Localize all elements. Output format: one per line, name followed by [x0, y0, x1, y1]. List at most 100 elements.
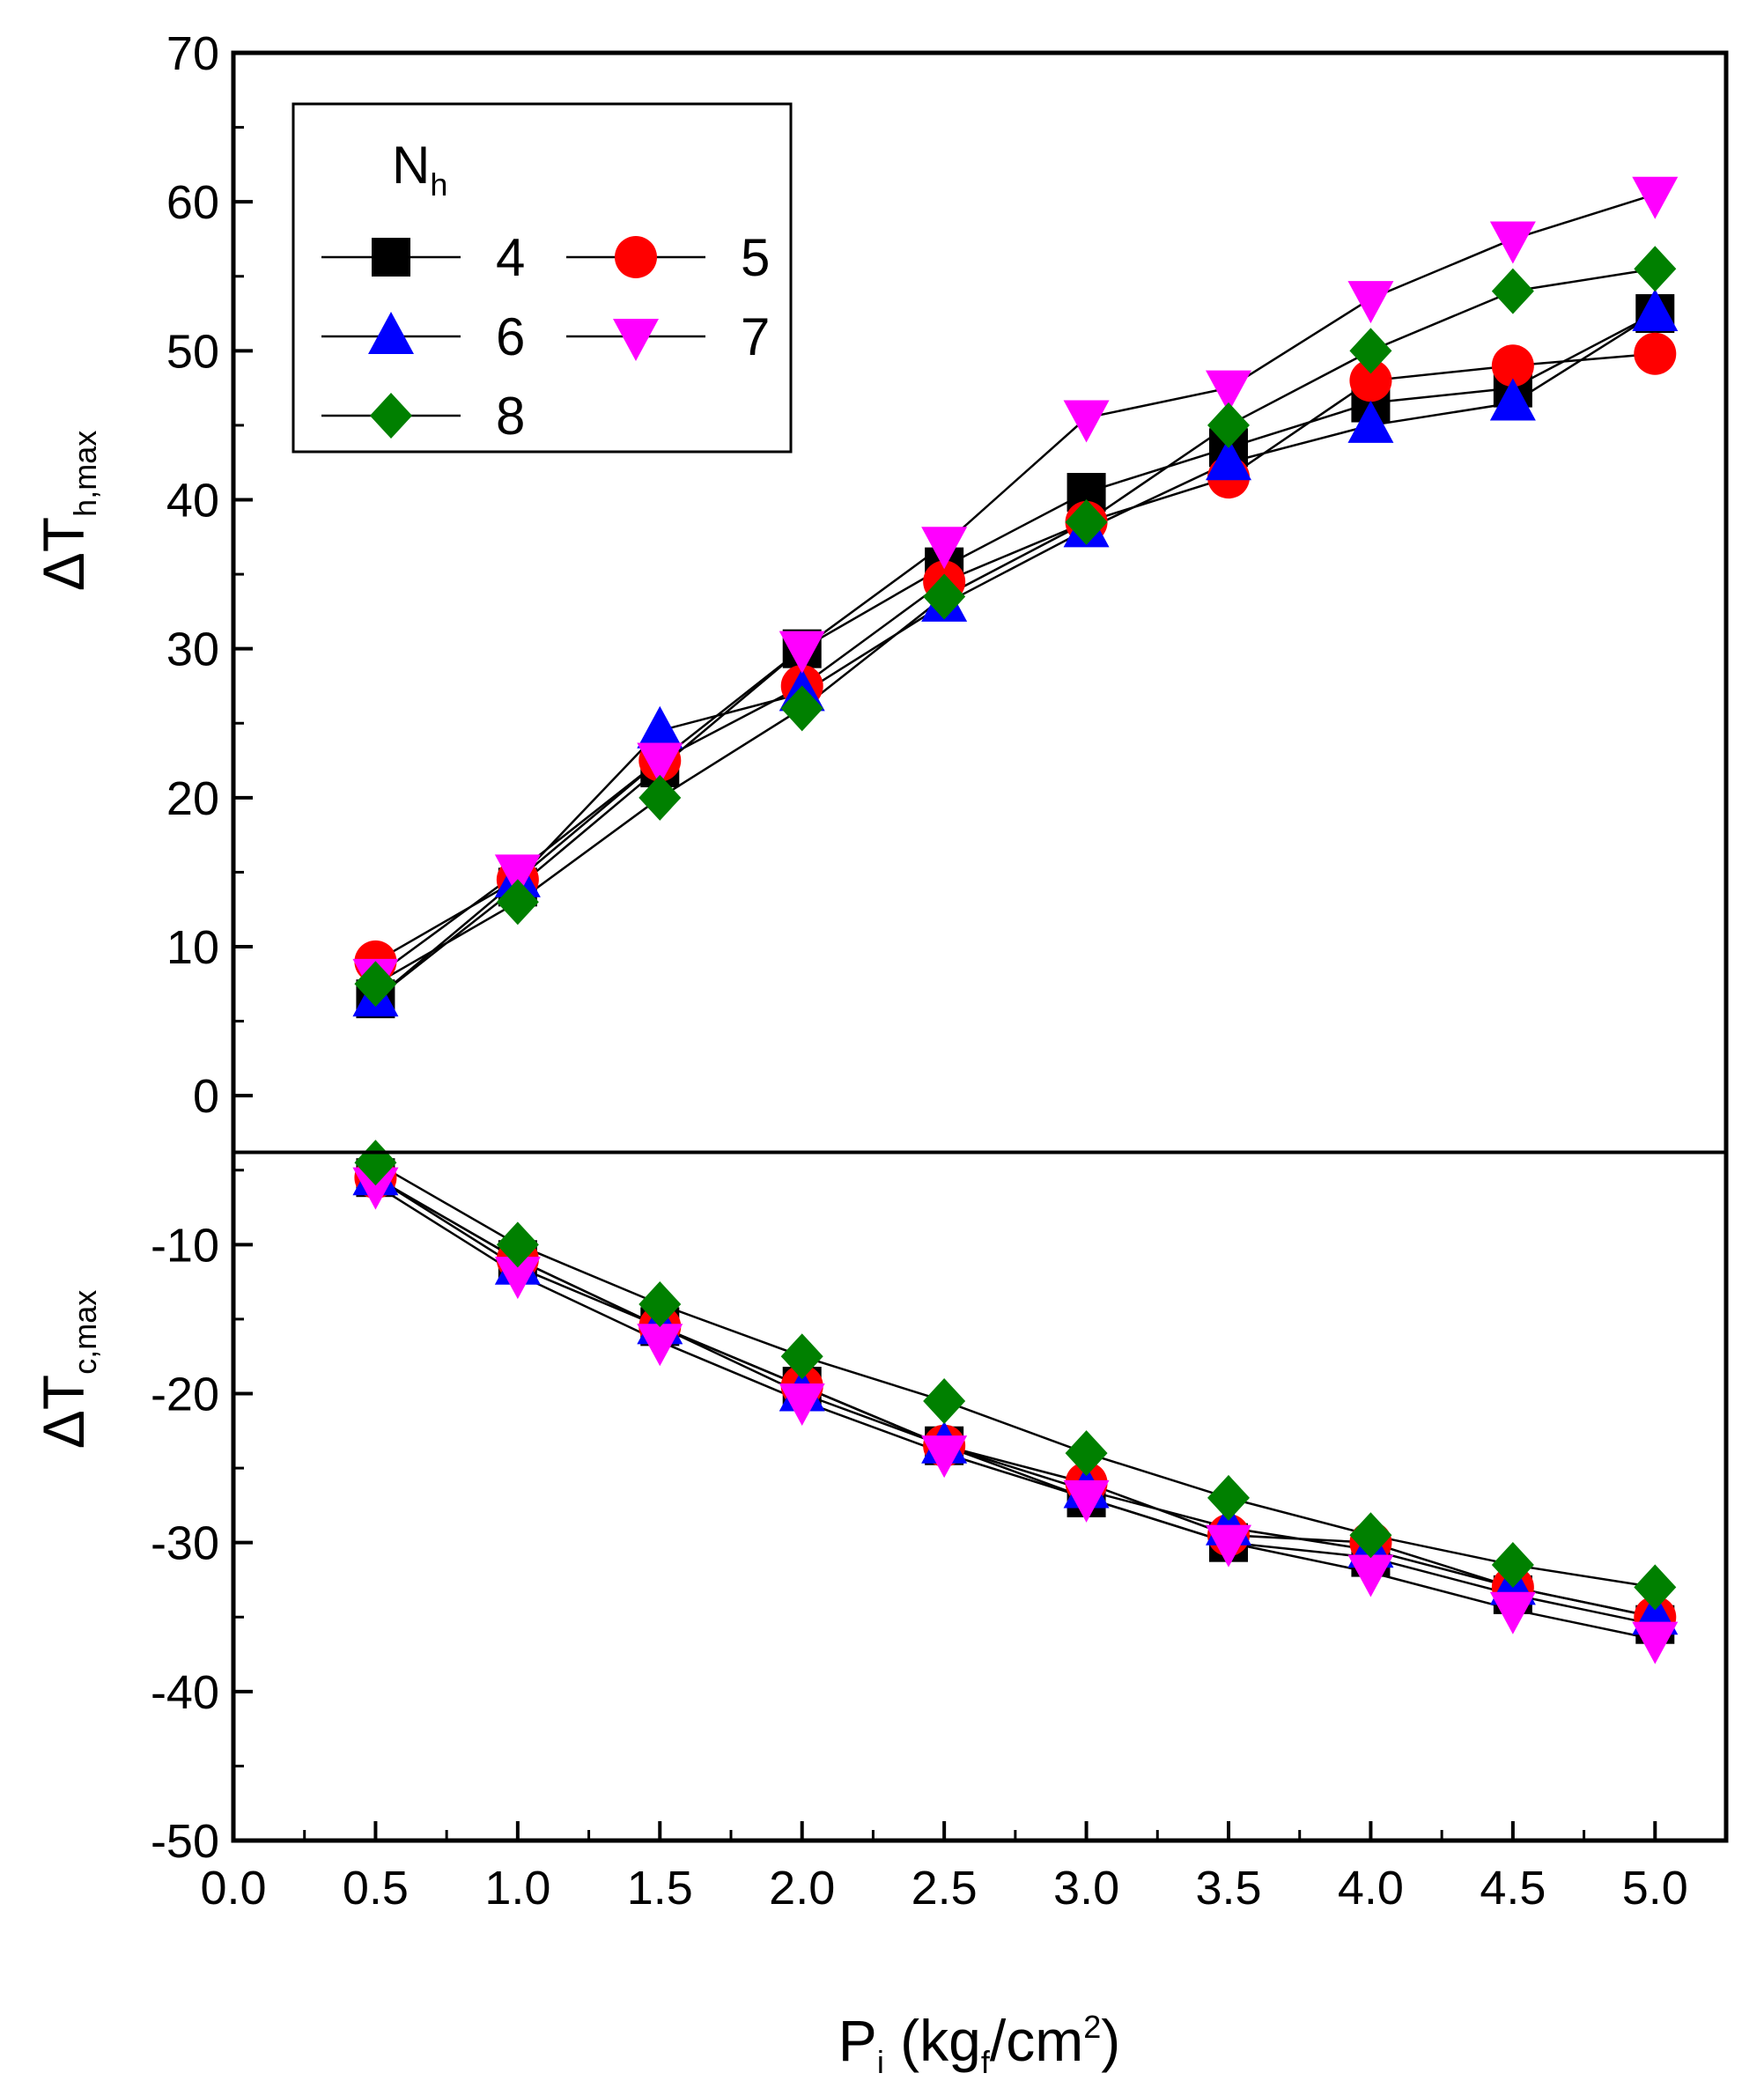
series-4-hot-line [374, 312, 1656, 1000]
y-axis-title-cold: ΔTc,max [31, 1290, 103, 1449]
series-5-hot-point [1491, 344, 1534, 387]
series-8-cold-point [1207, 1474, 1250, 1521]
legend-label-7: 7 [741, 307, 770, 366]
y-tick-label: -50 [151, 1815, 219, 1868]
series-8-cold-point [1634, 1564, 1677, 1611]
series-8-cold-point [638, 1281, 682, 1327]
series-8-cold-point [1065, 1430, 1108, 1477]
legend-label-8: 8 [496, 387, 525, 446]
series-7-hot-line [374, 193, 1656, 978]
x-tick-label: 0.5 [343, 1862, 409, 1915]
legend-label-6: 6 [496, 307, 525, 366]
series-markers [352, 176, 1679, 1664]
series-5-cold-line [374, 1177, 1656, 1619]
y-tick-label: -20 [151, 1369, 219, 1421]
x-tick-label: 5.0 [1622, 1862, 1688, 1915]
series-7-hot-point [1347, 281, 1394, 324]
series-8-hot-point [1349, 328, 1392, 374]
series-7-hot-point [1063, 400, 1110, 443]
legend-marker-7 [613, 319, 659, 361]
legend-marker-8 [370, 393, 412, 439]
series-7-cold-point [1063, 1479, 1110, 1523]
x-tick-label: 4.5 [1480, 1862, 1546, 1915]
legend-label-5: 5 [741, 228, 770, 287]
legend-marker-6 [368, 312, 414, 354]
series-8-hot-line [374, 268, 1656, 985]
legend-title: Nh [392, 136, 447, 203]
series-7-hot-point [1489, 221, 1536, 264]
series-7-cold-point [494, 1257, 541, 1300]
series-7-cold-point [1489, 1591, 1536, 1634]
y-tick-label: 0 [193, 1070, 219, 1123]
y-tick-label: -30 [151, 1517, 219, 1570]
y-tick-label: -40 [151, 1666, 219, 1719]
y-tick-label: 10 [166, 921, 219, 974]
series-7-cold-point [637, 1324, 683, 1367]
y-tick-label: 70 [166, 27, 219, 80]
legend-label-4: 4 [496, 228, 525, 287]
series-7-hot-point [637, 742, 683, 786]
x-axis-ticks: 0.0 0.5 1.0 1.5 2.0 2.5 3.0 3.5 4.0 4.5 5.0 [200, 1821, 1688, 1915]
x-tick-label: 1.5 [627, 1862, 693, 1915]
y-axis-ticks: -50 -40 -30 -20 -10 0 10 20 30 40 50 60 70 [151, 27, 253, 1868]
x-tick-label: 2.5 [912, 1862, 978, 1915]
x-tick-label: 1.0 [484, 1862, 550, 1915]
series-7-hot-point [779, 631, 825, 674]
x-tick-label: 3.0 [1053, 1862, 1119, 1915]
series-7-cold-point [1206, 1524, 1251, 1568]
y-tick-label: 30 [166, 623, 219, 676]
series-8-hot-point [1634, 246, 1677, 292]
y-tick-label: 20 [166, 772, 219, 825]
series-8-cold-line [374, 1162, 1656, 1589]
x-tick-label: 2.0 [769, 1862, 835, 1915]
series-8-cold-point [1491, 1542, 1534, 1589]
series-7-cold-point [1347, 1554, 1394, 1597]
series-6-hot-point [1489, 378, 1536, 421]
series-6-hot-point [1632, 289, 1679, 332]
legend-marker-4 [372, 238, 410, 277]
series-8-cold-point [496, 1221, 539, 1268]
series-8-hot-point [780, 685, 823, 732]
x-tick-label: 4.0 [1338, 1862, 1404, 1915]
y-tick-label: -10 [151, 1219, 219, 1272]
series-7-cold-point [921, 1435, 968, 1479]
series-8-hot-point [496, 879, 539, 926]
series-6-hot-line [374, 312, 1656, 1000]
y-axis-title-hot: ΔTh,max [31, 431, 103, 591]
series-7-cold-point [1632, 1621, 1679, 1664]
series-8-hot-point [638, 774, 682, 821]
legend-entries: 4 5 6 7 8 [321, 228, 770, 446]
series-5-hot-point [1349, 359, 1392, 402]
x-tick-label: 3.5 [1195, 1862, 1261, 1915]
series-7-cold-point [352, 1167, 399, 1210]
series-5-hot-point [1634, 332, 1677, 375]
series-7-hot-point [494, 854, 541, 897]
series-7-cold-point [779, 1383, 825, 1426]
series-layer [352, 176, 1679, 1664]
series-8-hot-point [1065, 498, 1108, 545]
series-7-hot-point [1206, 370, 1251, 413]
y-tick-label: 40 [166, 475, 219, 528]
series-8-cold-point [1349, 1512, 1392, 1559]
series-6-hot-point [637, 705, 683, 749]
series-8-hot-point [923, 573, 966, 620]
series-7-hot-point [1632, 176, 1679, 219]
legend-marker-5 [615, 236, 657, 278]
series-5-hot-line [374, 352, 1656, 963]
series-8-hot-point [354, 961, 397, 1007]
series-4-cold-line [374, 1177, 1656, 1626]
series-6-cold-line [374, 1177, 1656, 1619]
legend: Nh 4 5 6 7 8 [292, 102, 793, 454]
x-axis-title: Pi (kgf/cm2) [838, 2008, 1120, 2080]
series-7-cold-line [374, 1184, 1656, 1641]
y-tick-label: 60 [166, 176, 219, 229]
series-8-hot-point [1491, 268, 1534, 314]
series-7-hot-point [921, 527, 968, 570]
series-8-hot-point [1207, 402, 1250, 448]
x-tick-label: 0.0 [200, 1862, 266, 1915]
y-tick-label: 50 [166, 325, 219, 378]
series-8-cold-point [780, 1333, 823, 1380]
series-6-hot-point [1347, 400, 1394, 443]
series-lines [374, 193, 1656, 1641]
